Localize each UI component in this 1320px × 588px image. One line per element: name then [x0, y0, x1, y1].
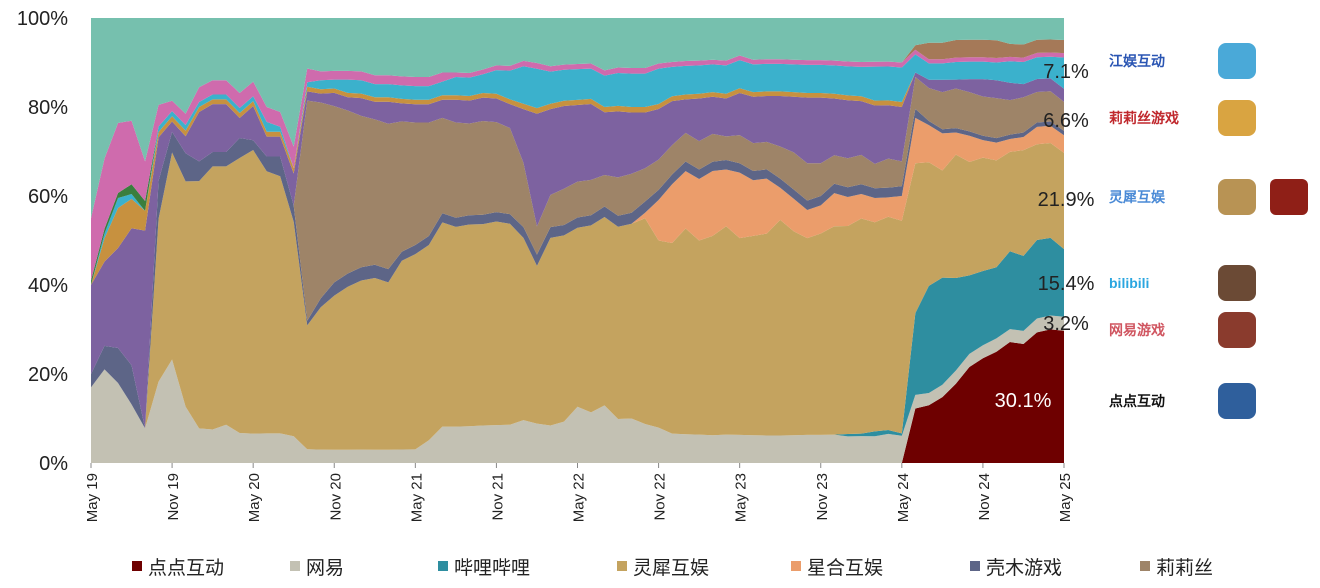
- area-2: [91, 315, 1064, 463]
- legend-swatch: [617, 561, 627, 571]
- company-logo-text: bilibili: [1109, 275, 1149, 291]
- x-tick-label: May 20: [246, 473, 263, 522]
- app-icon: [1218, 265, 1256, 301]
- x-tick-label: May 22: [571, 473, 588, 522]
- x-tick-label: May 25: [1057, 473, 1074, 522]
- company-logo-text: 莉莉丝游戏: [1109, 110, 1179, 126]
- legend-label: 点点互动: [148, 557, 224, 579]
- app-icon: [1218, 179, 1256, 215]
- company-logo-text: 点点互动: [1109, 393, 1165, 409]
- area-4: [91, 143, 1064, 450]
- y-tick-label: 40%: [28, 275, 68, 297]
- value-label: 6.6%: [1043, 110, 1089, 132]
- legend-label: 莉莉丝: [1156, 557, 1213, 579]
- value-label: 7.1%: [1043, 61, 1089, 83]
- y-tick-label: 100%: [17, 8, 68, 30]
- value-label: 30.1%: [995, 390, 1052, 412]
- company-logo-text: 灵犀互娱: [1109, 189, 1166, 205]
- area-14: [91, 18, 1064, 219]
- legend-swatch: [132, 561, 142, 571]
- x-tick-label: Nov 19: [165, 473, 182, 521]
- legend-swatch: [791, 561, 801, 571]
- y-tick-label: 0%: [39, 453, 68, 475]
- area-1: [91, 329, 1064, 463]
- x-axis: May 19 Nov 19 May 20 Nov 20 May 21 Nov 21 May …: [84, 463, 1074, 522]
- app-icon: [1218, 43, 1256, 79]
- legend-label: 网易: [306, 558, 344, 579]
- x-tick-label: Nov 21: [489, 473, 506, 521]
- x-tick-label: May 24: [895, 473, 912, 522]
- app-icon: [1218, 100, 1256, 136]
- value-label: 15.4%: [1038, 273, 1095, 295]
- legend-swatch: [1140, 561, 1150, 571]
- area-10: [91, 54, 1064, 285]
- legend-swatch: [290, 561, 300, 571]
- y-axis: 0% 20% 40% 60% 80% 100%: [17, 8, 68, 475]
- x-tick-label: Nov 22: [652, 473, 669, 521]
- legend-label: 壳木游戏: [986, 557, 1062, 579]
- legend-label: 灵犀互娱: [633, 557, 709, 579]
- area-8: [91, 72, 1064, 429]
- x-tick-label: Nov 24: [976, 473, 993, 521]
- area-7: [91, 77, 1064, 429]
- y-tick-label: 80%: [28, 97, 68, 119]
- y-tick-label: 20%: [28, 364, 68, 386]
- company-logo-text: 江娱互动: [1109, 53, 1165, 69]
- area-layers: [91, 18, 1064, 463]
- value-labels: 7.1% 6.6% 21.9% 15.4% 3.2% 30.1%: [995, 61, 1095, 412]
- legend-swatch: [438, 561, 448, 571]
- y-tick-label: 60%: [28, 186, 68, 208]
- area-5: [91, 117, 1064, 429]
- x-tick-label: May 21: [408, 473, 425, 522]
- app-icon: [1218, 312, 1256, 348]
- value-label: 3.2%: [1043, 313, 1089, 335]
- legend-swatch: [970, 561, 980, 571]
- app-icon: [1270, 179, 1308, 215]
- x-tick-label: Nov 20: [327, 473, 344, 521]
- legend: 点点互动 网易 哔哩哔哩 灵犀互娱 星合互娱 壳木游戏 莉莉丝: [132, 557, 1213, 579]
- value-label: 21.9%: [1038, 189, 1095, 211]
- x-tick-label: May 23: [733, 473, 750, 522]
- app-icon: [1218, 383, 1256, 419]
- company-logo-text: 网易游戏: [1109, 322, 1165, 338]
- x-tick-label: May 19: [84, 473, 101, 522]
- legend-label: 星合互娱: [807, 557, 883, 579]
- x-tick-label: Nov 23: [814, 473, 831, 521]
- legend-label: 哔哩哔哩: [454, 557, 530, 579]
